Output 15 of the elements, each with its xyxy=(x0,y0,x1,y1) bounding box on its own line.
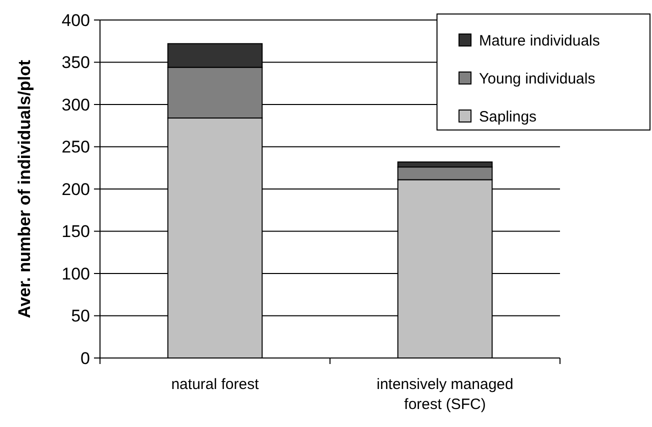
y-tick-label: 150 xyxy=(62,222,90,242)
y-tick-label: 200 xyxy=(62,180,90,199)
x-tick-label: natural forest xyxy=(171,376,260,393)
legend-label: Mature individuals xyxy=(479,32,600,50)
x-tick-label: intensively managed forest (SFC) xyxy=(376,376,514,413)
legend-label: Young individuals xyxy=(479,70,596,88)
y-axis-title: Aver. number of individuals/plot xyxy=(15,60,34,318)
legend-label: Saplings xyxy=(479,108,537,126)
y-tick-label: 300 xyxy=(62,95,90,114)
y-tick-label: 250 xyxy=(62,138,90,157)
y-tick-label: 100 xyxy=(62,264,90,284)
y-tick-label: 400 xyxy=(62,10,90,30)
y-tick-label: 50 xyxy=(71,306,90,326)
y-tick-label: 350 xyxy=(62,53,90,72)
y-tick-label: 0 xyxy=(80,348,90,368)
